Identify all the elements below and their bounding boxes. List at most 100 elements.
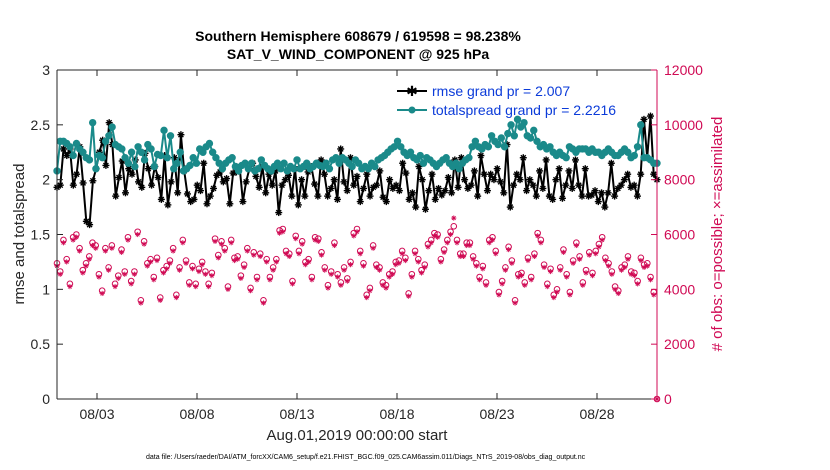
data-point-obs-assimilated-stroke xyxy=(206,284,211,289)
data-point-obs-assimilated-stroke xyxy=(409,274,414,280)
data-point-rmse-stroke xyxy=(539,185,546,192)
data-point-obs-assimilated xyxy=(541,264,547,270)
data-point-obs-assimilated xyxy=(80,270,86,276)
data-point-obs-assimilated-stroke xyxy=(377,268,382,273)
data-point-obs-assimilated xyxy=(364,294,370,301)
data-point-rmse xyxy=(125,165,133,173)
data-point-rmse-stroke xyxy=(569,185,576,192)
data-point-obs-assimilated xyxy=(428,240,434,246)
data-point-rmse-stroke xyxy=(399,160,406,167)
data-point-obs-assimilated-stroke xyxy=(93,246,98,251)
data-point-obs-assimilated-stroke xyxy=(435,235,440,240)
data-point-obs-assimilated-stroke xyxy=(493,251,498,256)
data-point-rmse-stroke xyxy=(341,178,347,185)
data-point-obs-assimilated xyxy=(164,266,170,272)
data-point-rmse-stroke xyxy=(455,184,462,191)
data-point-rmse-stroke xyxy=(526,176,533,183)
data-point-obs-assimilated-stroke xyxy=(648,277,653,282)
data-point-totalspread xyxy=(455,165,463,173)
chart-title-line1: Southern Hemisphere 608679 / 619598 = 98… xyxy=(195,28,521,44)
data-point-totalspread xyxy=(633,143,642,151)
data-point-obs-assimilated xyxy=(586,252,592,258)
data-point-rmse xyxy=(483,187,491,195)
data-point-obs-assimilated-stroke xyxy=(541,265,547,270)
legend-rmse-label: rmse grand pr = 2.007 xyxy=(432,83,570,99)
data-point-obs-assimilated xyxy=(564,274,570,280)
data-point-obs-assimilated xyxy=(325,285,331,291)
data-point-rmse-stroke xyxy=(618,182,625,189)
data-point-obs-assimilated-stroke xyxy=(441,250,447,255)
data-point-rmse xyxy=(598,189,606,197)
data-point-obs-assimilated-stroke xyxy=(306,259,311,265)
data-point-totalspread xyxy=(79,148,87,156)
data-point-rmse-stroke xyxy=(357,198,364,205)
y-axis-label-right: # of obs: o=possible; ×=assimilated xyxy=(709,117,726,352)
data-point-obs-assimilated xyxy=(99,290,105,297)
data-point-obs-assimilated xyxy=(218,241,225,247)
data-point-totalspread xyxy=(228,154,236,162)
data-point-obs-assimilated xyxy=(422,264,428,270)
data-point-obs-assimilated-stroke xyxy=(164,266,169,271)
data-point-obs-assimilated-stroke xyxy=(58,272,63,277)
y-tick-label-right: 0 xyxy=(664,391,672,407)
data-point-rmse xyxy=(526,176,534,184)
data-point-rmse xyxy=(262,189,270,197)
data-point-rmse-stroke xyxy=(194,182,201,189)
data-point-totalspread xyxy=(507,121,515,129)
data-point-obs-assimilated xyxy=(538,240,544,246)
data-point-rmse xyxy=(418,176,426,184)
data-point-obs-assimilated xyxy=(499,281,505,287)
data-point-obs-assimilated-stroke xyxy=(187,283,192,288)
data-point-rmse-stroke xyxy=(376,167,383,174)
data-point-rmse-stroke xyxy=(89,177,96,184)
data-point-obs-assimilated-stroke xyxy=(438,259,444,265)
data-point-rmse xyxy=(86,221,94,229)
data-point-rmse-stroke xyxy=(129,171,135,178)
data-point-rmse-stroke xyxy=(106,119,113,126)
data-point-obs-assimilated-stroke xyxy=(193,284,198,289)
data-point-obs-assimilated xyxy=(438,259,444,265)
data-point-totalspread xyxy=(85,156,94,164)
data-point-totalspread xyxy=(244,165,253,173)
data-point-obs-assimilated xyxy=(493,251,499,257)
data-point-obs-assimilated-stroke xyxy=(112,284,118,289)
data-point-obs-assimilated xyxy=(154,257,160,264)
data-point-totalspread xyxy=(624,148,632,156)
chart-title-line2: SAT_V_WIND_COMPONENT @ 925 hPa xyxy=(227,46,490,62)
data-point-rmse xyxy=(268,181,276,189)
data-point-obs-assimilated-stroke xyxy=(100,291,105,296)
data-point-obs-assimilated-stroke xyxy=(222,248,227,254)
data-point-totalspread xyxy=(416,151,424,160)
data-point-rmse xyxy=(620,176,628,184)
data-point-rmse-stroke xyxy=(256,184,263,191)
data-point-rmse-stroke xyxy=(530,182,537,189)
data-point-rmse-stroke xyxy=(442,187,448,194)
data-point-rmse xyxy=(539,184,547,192)
data-point-obs-assimilated xyxy=(625,256,631,262)
data-point-rmse-stroke xyxy=(471,167,478,174)
data-point-rmse-stroke xyxy=(520,154,527,161)
data-point-obs-assimilated xyxy=(635,281,641,287)
data-point-totalspread xyxy=(257,156,266,164)
data-point-obs-assimilated-stroke xyxy=(96,274,102,280)
data-point-rmse-stroke xyxy=(168,178,175,185)
data-point-rmse-stroke xyxy=(634,193,641,200)
data-point-totalspread xyxy=(354,159,363,167)
data-point-rmse-stroke xyxy=(138,184,145,191)
data-point-rmse xyxy=(640,115,648,123)
data-point-obs-assimilated xyxy=(267,277,273,283)
data-point-totalspread xyxy=(137,148,146,156)
data-point-rmse-stroke xyxy=(641,116,647,123)
data-point-obs-assimilated-stroke xyxy=(558,268,563,273)
data-point-obs-assimilated xyxy=(199,262,205,268)
data-point-obs-assimilated-stroke xyxy=(548,269,553,274)
data-point-obs-assimilated-stroke xyxy=(296,251,302,256)
data-point-obs-assimilated-stroke xyxy=(264,259,269,265)
data-point-rmse-stroke xyxy=(412,204,419,211)
data-point-obs-assimilated xyxy=(396,260,402,266)
data-point-totalspread xyxy=(205,139,214,148)
data-point-rmse-stroke xyxy=(158,196,165,203)
data-point-rmse-stroke xyxy=(562,182,569,189)
data-point-obs-assimilated-stroke xyxy=(322,268,327,273)
data-point-obs-assimilated xyxy=(212,238,218,244)
